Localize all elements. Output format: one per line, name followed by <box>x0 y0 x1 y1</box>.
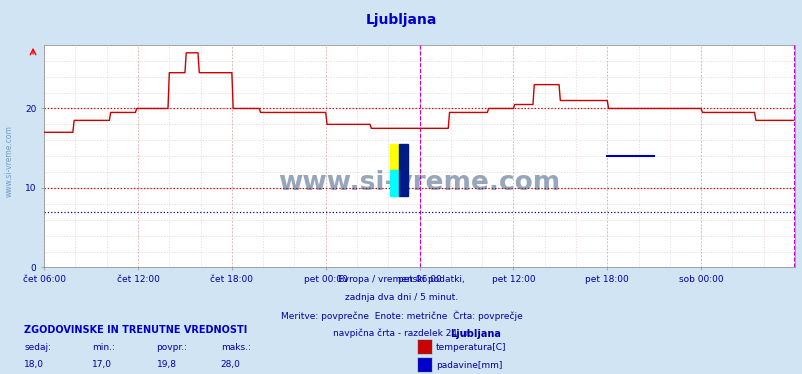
Text: 28,0: 28,0 <box>221 360 241 369</box>
Text: zadnja dva dni / 5 minut.: zadnja dva dni / 5 minut. <box>345 293 457 302</box>
Text: Ljubljana: Ljubljana <box>449 329 500 339</box>
Text: padavine[mm]: padavine[mm] <box>435 361 502 370</box>
Text: povpr.:: povpr.: <box>156 343 188 352</box>
Text: min.:: min.: <box>92 343 115 352</box>
Bar <box>389 144 399 170</box>
Text: 19,8: 19,8 <box>156 360 176 369</box>
Text: www.si-vreme.com: www.si-vreme.com <box>278 170 560 196</box>
Text: Ljubljana: Ljubljana <box>366 13 436 27</box>
Bar <box>399 144 407 196</box>
Text: navpična črta - razdelek 24 ur: navpična črta - razdelek 24 ur <box>333 329 469 338</box>
Text: sedaj:: sedaj: <box>24 343 51 352</box>
Text: maks.:: maks.: <box>221 343 250 352</box>
Text: 18,0: 18,0 <box>24 360 44 369</box>
Text: Meritve: povprečne  Enote: metrične  Črta: povprečje: Meritve: povprečne Enote: metrične Črta:… <box>280 311 522 321</box>
Text: www.si-vreme.com: www.si-vreme.com <box>5 125 14 197</box>
Bar <box>389 170 399 196</box>
Text: Evropa / vremenski podatki,: Evropa / vremenski podatki, <box>338 275 464 284</box>
Text: temperatura[C]: temperatura[C] <box>435 343 506 352</box>
Text: 17,0: 17,0 <box>92 360 112 369</box>
Text: ZGODOVINSKE IN TRENUTNE VREDNOSTI: ZGODOVINSKE IN TRENUTNE VREDNOSTI <box>24 325 247 335</box>
